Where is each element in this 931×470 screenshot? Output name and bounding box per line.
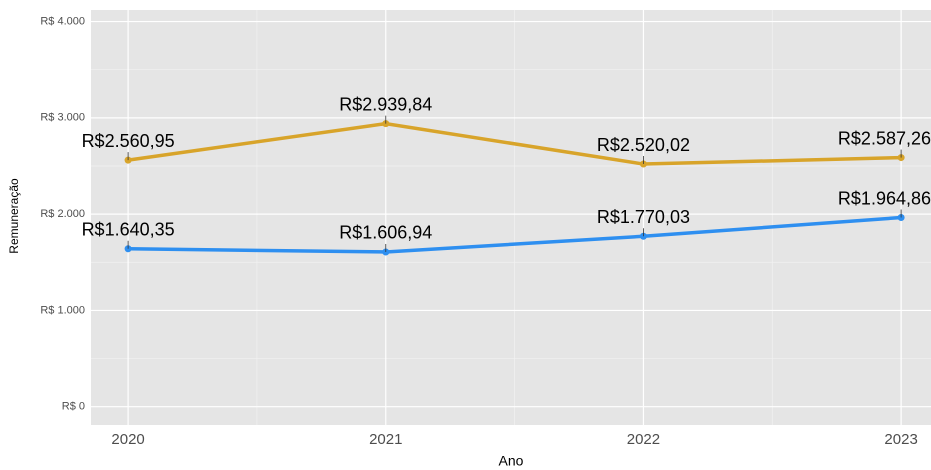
panel [91,10,931,425]
y-tick-label: R$ 4.000 [40,15,85,27]
data-label: R$1.606,94 [339,223,432,243]
y-axis-title: Remuneração [7,178,21,254]
series-line [127,121,902,166]
y-tick-label: R$ 0 [62,401,85,413]
data-label: R$2.520,02 [597,135,690,155]
data-label: R$2.560,95 [82,131,175,151]
x-tick-label: 2020 [111,431,144,448]
y-tick-label: R$ 2.000 [40,208,85,220]
x-tick-label: 2021 [369,431,402,448]
data-label: R$2.939,84 [339,94,432,114]
data-label: R$2.587,26 [838,128,931,148]
y-tick-label: R$ 1.000 [40,304,85,316]
series-line [128,215,902,254]
x-axis-title: Ano [499,453,524,469]
x-tick-label: 2023 [884,431,917,448]
data-label: R$1.770,03 [597,207,690,227]
y-tick-label: R$ 3.000 [40,112,85,124]
data-label: R$1.964,86 [838,188,931,208]
data-label: R$1.640,35 [82,220,175,240]
x-tick-label: 2022 [627,431,660,448]
